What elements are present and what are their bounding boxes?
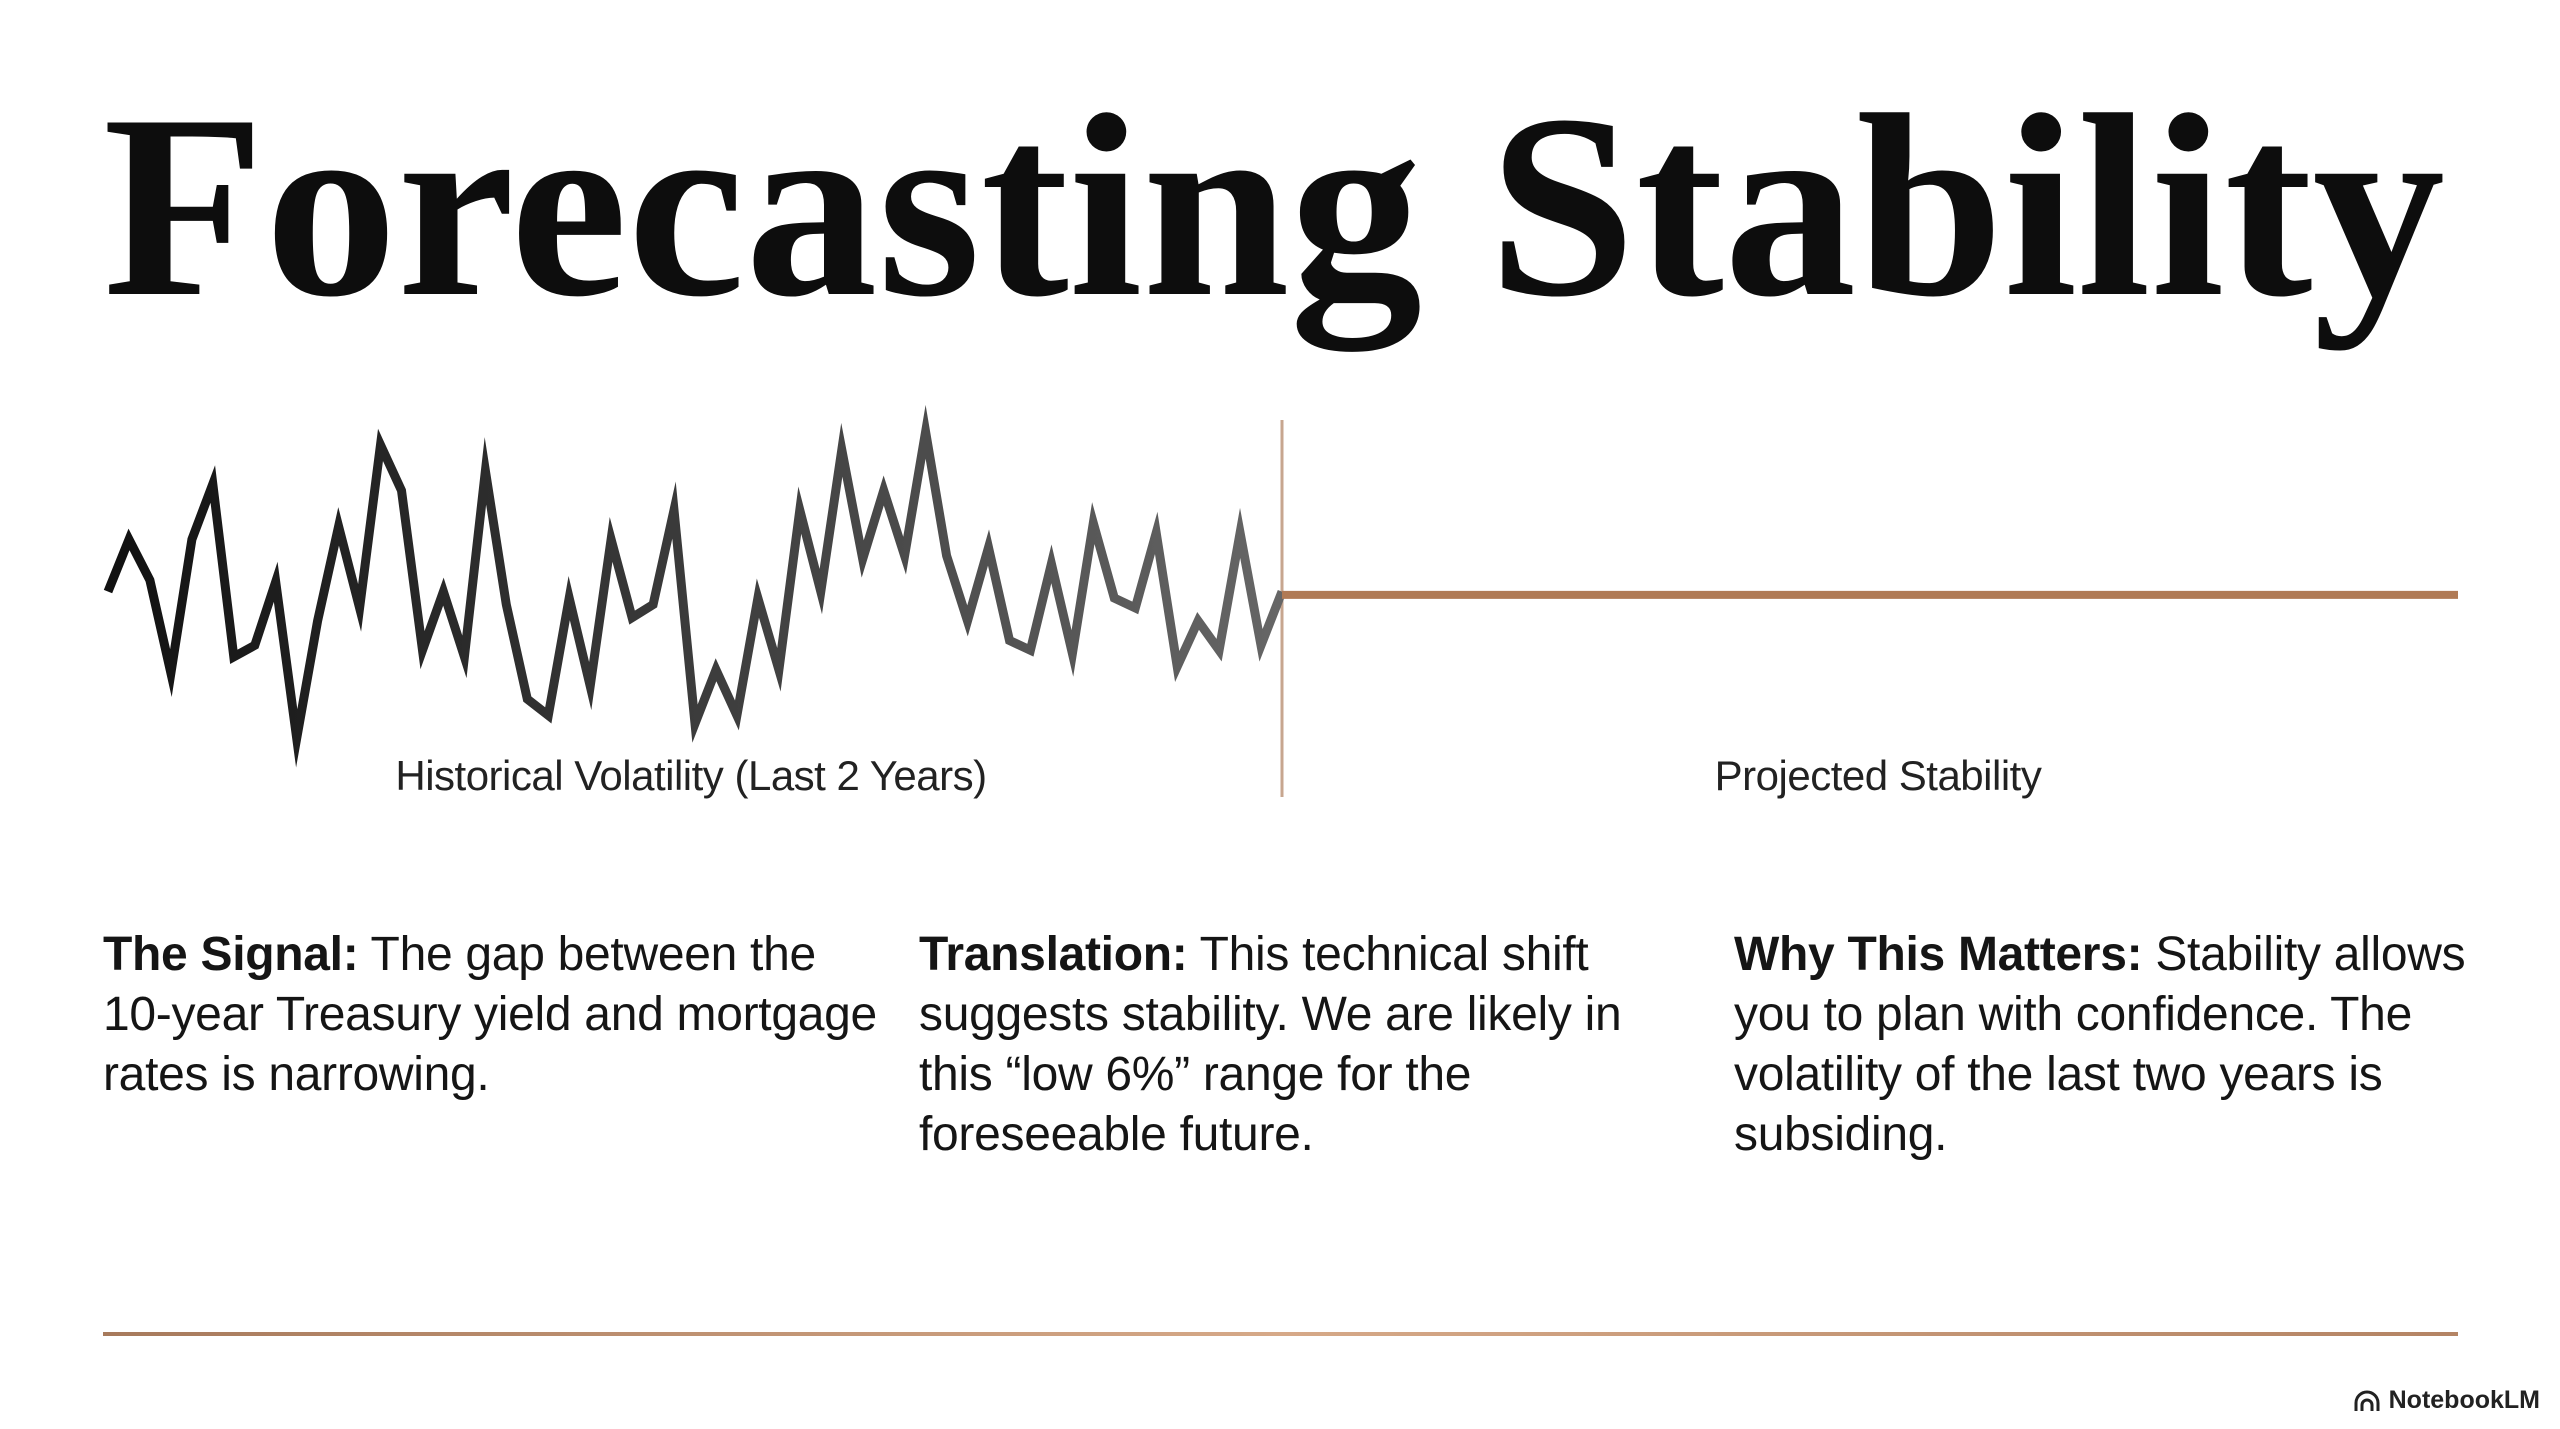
historical-volatility-line	[103, 404, 1287, 768]
column-heading: Why This Matters:	[1734, 928, 2143, 981]
historical-label: Historical Volatility (Last 2 Years)	[395, 752, 987, 799]
column-heading: The Signal:	[103, 928, 359, 981]
column-body: This technical shift suggests stability.…	[919, 928, 1622, 1161]
why-matters-column: Why This Matters: Stability allows you t…	[1734, 925, 2514, 1165]
notebooklm-logo-icon	[2354, 1390, 2380, 1411]
brand-watermark: NotebookLM	[2353, 1386, 2540, 1415]
stability-chart	[103, 404, 2458, 797]
page-title: Forecasting Stability	[103, 61, 2445, 355]
title-svg: Forecasting Stability	[103, 61, 2445, 355]
projected-label: Projected Stability	[1714, 752, 2042, 799]
column-body: The gap between the 10-year Treasury yie…	[103, 928, 877, 1101]
translation-column: Translation: This technical shift sugges…	[919, 925, 1699, 1165]
signal-column: The Signal: The gap between the 10-year …	[103, 925, 883, 1105]
brand-name: NotebookLM	[2388, 1386, 2540, 1414]
column-heading: Translation:	[919, 928, 1188, 981]
column-body: Stability allows you to plan with confid…	[1734, 928, 2466, 1161]
bottom-divider	[103, 1332, 2458, 1336]
